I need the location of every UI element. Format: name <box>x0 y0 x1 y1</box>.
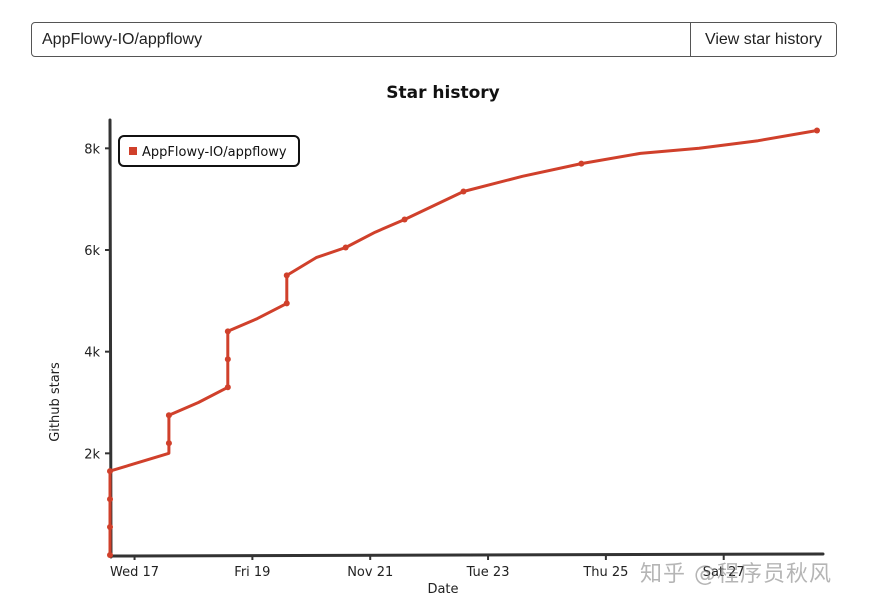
data-point <box>165 440 172 447</box>
chart-title: Star history <box>386 83 499 103</box>
data-point <box>401 216 408 223</box>
x-axis-label: Date <box>427 582 458 597</box>
legend-label: AppFlowy-IO/appflowy <box>142 145 287 160</box>
data-point <box>578 160 585 167</box>
y-axis-label: Github stars <box>48 362 63 442</box>
data-point <box>107 524 113 531</box>
data-point <box>107 496 113 503</box>
data-point <box>460 188 467 195</box>
y-tick-label: 4k <box>84 346 100 361</box>
data-point <box>224 328 231 335</box>
data-point <box>283 300 290 307</box>
watermark-text: 知乎 @程序员秋风 <box>640 562 832 587</box>
y-tick-label: 8k <box>84 142 100 157</box>
data-point <box>165 412 172 419</box>
view-star-history-button[interactable]: View star history <box>690 23 836 56</box>
y-ticks: 2k 4k 6k 8k <box>84 142 110 462</box>
repo-search-bar: View star history <box>31 22 837 57</box>
x-tick-label: Nov 21 <box>347 565 393 580</box>
legend-box <box>118 135 300 167</box>
x-ticks: Wed 17 Fri 19 Nov 21 Tue 23 Thu 25 Sat 27 <box>110 555 745 580</box>
star-history-chart: Star history 2k 4k 6k 8k Wed 17 Fri 19 Nov 21… <box>0 70 871 603</box>
data-point <box>814 127 820 134</box>
x-tick-label: Sat 27 <box>703 565 745 580</box>
x-tick-label: Tue 23 <box>466 565 510 580</box>
repo-input[interactable] <box>32 23 690 56</box>
x-tick-label: Thu 25 <box>582 565 628 580</box>
x-tick-label: Wed 17 <box>110 565 159 580</box>
data-point <box>107 552 113 558</box>
y-tick-label: 2k <box>84 447 100 462</box>
chart-legend: AppFlowy-IO/appflowy <box>118 135 300 167</box>
chart-axes <box>107 118 825 559</box>
data-point <box>342 244 349 251</box>
legend-swatch <box>129 147 137 155</box>
y-tick-label: 6k <box>84 244 100 259</box>
data-point <box>224 356 231 363</box>
data-point <box>224 384 231 391</box>
data-point <box>107 468 113 475</box>
series-group <box>107 127 820 558</box>
data-point <box>283 272 290 279</box>
x-tick-label: Fri 19 <box>234 565 270 580</box>
chart-canvas: Star history 2k 4k 6k 8k Wed 17 Fri 19 Nov 21… <box>48 83 825 597</box>
x-axis-line <box>107 552 825 558</box>
